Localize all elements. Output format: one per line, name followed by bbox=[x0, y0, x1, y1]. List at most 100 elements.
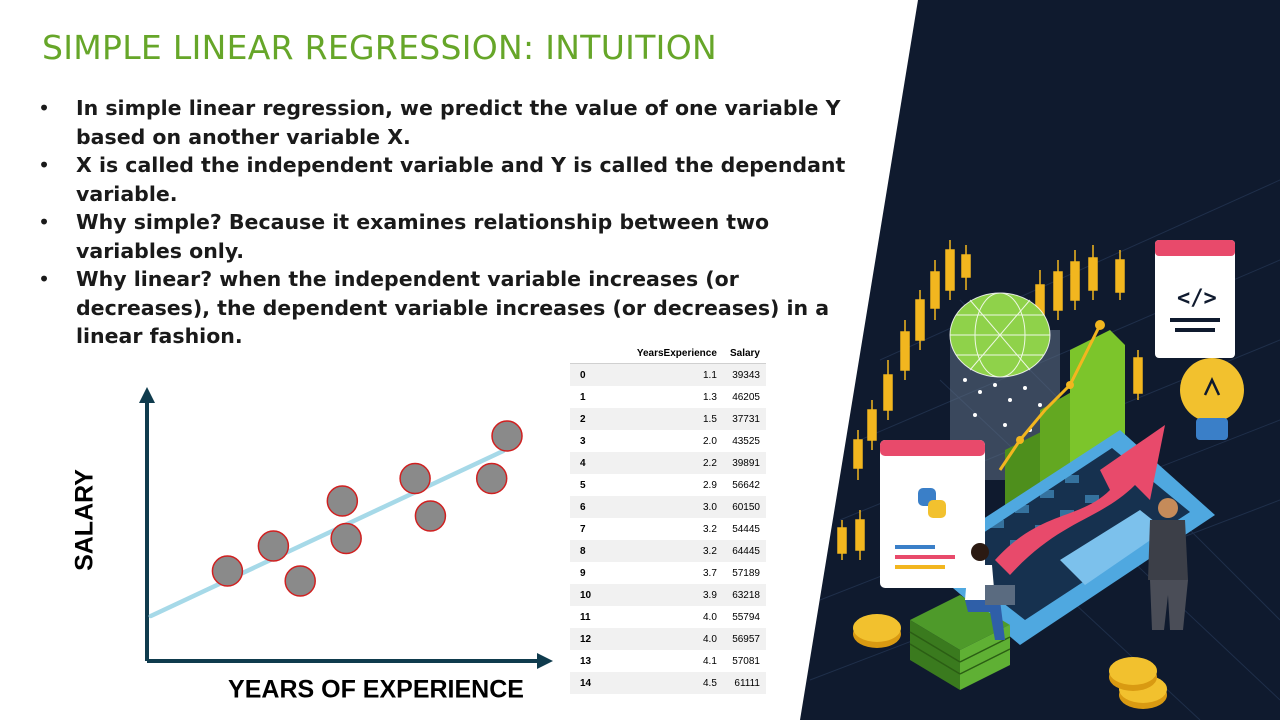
bullet-dot: • bbox=[38, 96, 51, 120]
salary-cell: 64445 bbox=[722, 540, 766, 562]
scatter-point bbox=[211, 555, 244, 587]
slide-title: SIMPLE LINEAR REGRESSION: INTUITION bbox=[42, 28, 717, 67]
column-header: Salary bbox=[722, 343, 766, 364]
salary-cell: 39343 bbox=[722, 363, 766, 386]
bullet-item: • Why simple? Because it examines relatio… bbox=[36, 208, 866, 265]
years-experience-cell: 3.2 bbox=[626, 540, 723, 562]
python-logo-icon bbox=[880, 440, 985, 588]
row-index-cell: 9 bbox=[580, 567, 586, 579]
row-index-cell: 12 bbox=[570, 628, 626, 650]
years-experience-cell: 2.2 bbox=[626, 452, 723, 474]
table-row: 1 1.3 46205 bbox=[570, 386, 766, 408]
row-index-cell: 5 bbox=[580, 479, 586, 491]
bullet-dot: • bbox=[38, 210, 51, 234]
rising-arrow-icon bbox=[995, 425, 1165, 575]
bullet-text: Why simple? Because it examines relation… bbox=[76, 210, 770, 263]
person-icon bbox=[965, 498, 1188, 640]
years-experience-cell: 2.9 bbox=[703, 479, 717, 491]
salary-cell: 39891 bbox=[722, 452, 766, 474]
salary-cell: 61111 bbox=[722, 672, 766, 694]
table-row: 9 3.7 57189 bbox=[570, 562, 766, 584]
y-axis-label: SALARY bbox=[70, 469, 99, 571]
bullet-item: • In simple linear regression, we predict… bbox=[36, 94, 866, 151]
table-header-row: YearsExperience Salary bbox=[570, 343, 766, 364]
row-index-cell: 7 bbox=[580, 523, 586, 535]
salary-cell: 54445 bbox=[732, 523, 760, 535]
table-row: 3 2.0 43525 bbox=[570, 430, 766, 452]
row-index-cell: 6 bbox=[570, 496, 626, 518]
salary-cell: 57189 bbox=[732, 567, 760, 579]
lightbulb-icon bbox=[1180, 358, 1244, 440]
column-header: YearsExperience bbox=[626, 343, 723, 364]
years-experience-cell: 4.5 bbox=[626, 672, 723, 694]
column-header bbox=[570, 343, 626, 364]
years-experience-cell: 3.9 bbox=[626, 584, 723, 606]
row-index-cell: 14 bbox=[570, 672, 626, 694]
svg-text:</>: </> bbox=[1177, 286, 1217, 311]
table-row: 11 4.0 55794 bbox=[570, 606, 766, 628]
salary-cell: 37731 bbox=[722, 408, 766, 430]
scatter-point bbox=[399, 462, 431, 495]
table-row: 7 3.2 54445 bbox=[570, 518, 766, 540]
scatter-point bbox=[414, 500, 447, 532]
table-row: 5 2.9 56642 bbox=[570, 474, 766, 496]
table-row: 10 3.9 63218 bbox=[570, 584, 766, 606]
row-index-cell: 2 bbox=[570, 408, 626, 430]
row-index-cell: 0 bbox=[570, 363, 626, 386]
years-experience-cell: 1.1 bbox=[626, 363, 723, 386]
row-index-cell: 11 bbox=[580, 611, 591, 623]
regression-line bbox=[148, 448, 506, 619]
salary-cell: 60150 bbox=[722, 496, 766, 518]
salary-cell: 56642 bbox=[732, 479, 760, 491]
table-row: 13 4.1 57081 bbox=[570, 650, 766, 672]
table-row: 14 4.5 61111 bbox=[570, 672, 766, 694]
years-experience-cell: 3.2 bbox=[703, 523, 717, 535]
table-row: 12 4.0 56957 bbox=[570, 628, 766, 650]
money-stack-icon bbox=[909, 595, 1011, 690]
scatter-point bbox=[491, 420, 523, 452]
x-axis-label: YEARS OF EXPERIENCE bbox=[228, 675, 524, 704]
scatter-chart bbox=[139, 387, 553, 669]
salary-cell: 55794 bbox=[732, 611, 760, 623]
bullet-text: Why linear? when the independent variabl… bbox=[76, 267, 830, 348]
scatter-point bbox=[284, 565, 316, 597]
years-experience-cell: 1.3 bbox=[703, 391, 717, 403]
salary-data-table: YearsExperience Salary 0 1.1 39343 1 1.3 4620… bbox=[570, 343, 766, 694]
salary-cell: 63218 bbox=[722, 584, 766, 606]
row-index-cell: 3 bbox=[580, 435, 586, 447]
code-window-icon: </> bbox=[1155, 240, 1235, 358]
bullet-dot: • bbox=[38, 153, 51, 177]
years-experience-cell: 3.7 bbox=[703, 567, 717, 579]
salary-cell: 46205 bbox=[732, 391, 760, 403]
row-index-cell: 1 bbox=[580, 391, 586, 403]
candlestick-chart-icon bbox=[837, 240, 1143, 560]
table-row: 0 1.1 39343 bbox=[570, 363, 766, 386]
row-index-cell: 10 bbox=[570, 584, 626, 606]
bullet-dot: • bbox=[38, 267, 51, 291]
bullet-text: X is called the independent variable and… bbox=[76, 153, 846, 206]
bullet-text: In simple linear regression, we predict … bbox=[76, 96, 841, 149]
years-experience-cell: 1.5 bbox=[626, 408, 723, 430]
years-experience-cell: 3.0 bbox=[626, 496, 723, 518]
row-index-cell: 13 bbox=[580, 655, 592, 667]
row-index-cell: 8 bbox=[570, 540, 626, 562]
salary-cell: 56957 bbox=[722, 628, 766, 650]
years-experience-cell: 4.0 bbox=[626, 628, 723, 650]
scatter-point bbox=[330, 522, 362, 555]
scatter-point bbox=[257, 530, 290, 562]
salary-cell: 57081 bbox=[732, 655, 760, 667]
salary-cell: 43525 bbox=[732, 435, 760, 447]
table-row: 4 2.2 39891 bbox=[570, 452, 766, 474]
scatter-point bbox=[475, 462, 508, 495]
coin-icon bbox=[853, 614, 1167, 709]
table-row: 6 3.0 60150 bbox=[570, 496, 766, 518]
table-row: 8 3.2 64445 bbox=[570, 540, 766, 562]
years-experience-cell: 2.0 bbox=[703, 435, 717, 447]
bullet-list: • In simple linear regression, we predict… bbox=[36, 94, 866, 351]
bullet-item: • X is called the independent variable an… bbox=[36, 151, 866, 208]
bullet-item: • Why linear? when the independent variab… bbox=[36, 265, 866, 351]
table-row: 2 1.5 37731 bbox=[570, 408, 766, 430]
row-index-cell: 4 bbox=[570, 452, 626, 474]
